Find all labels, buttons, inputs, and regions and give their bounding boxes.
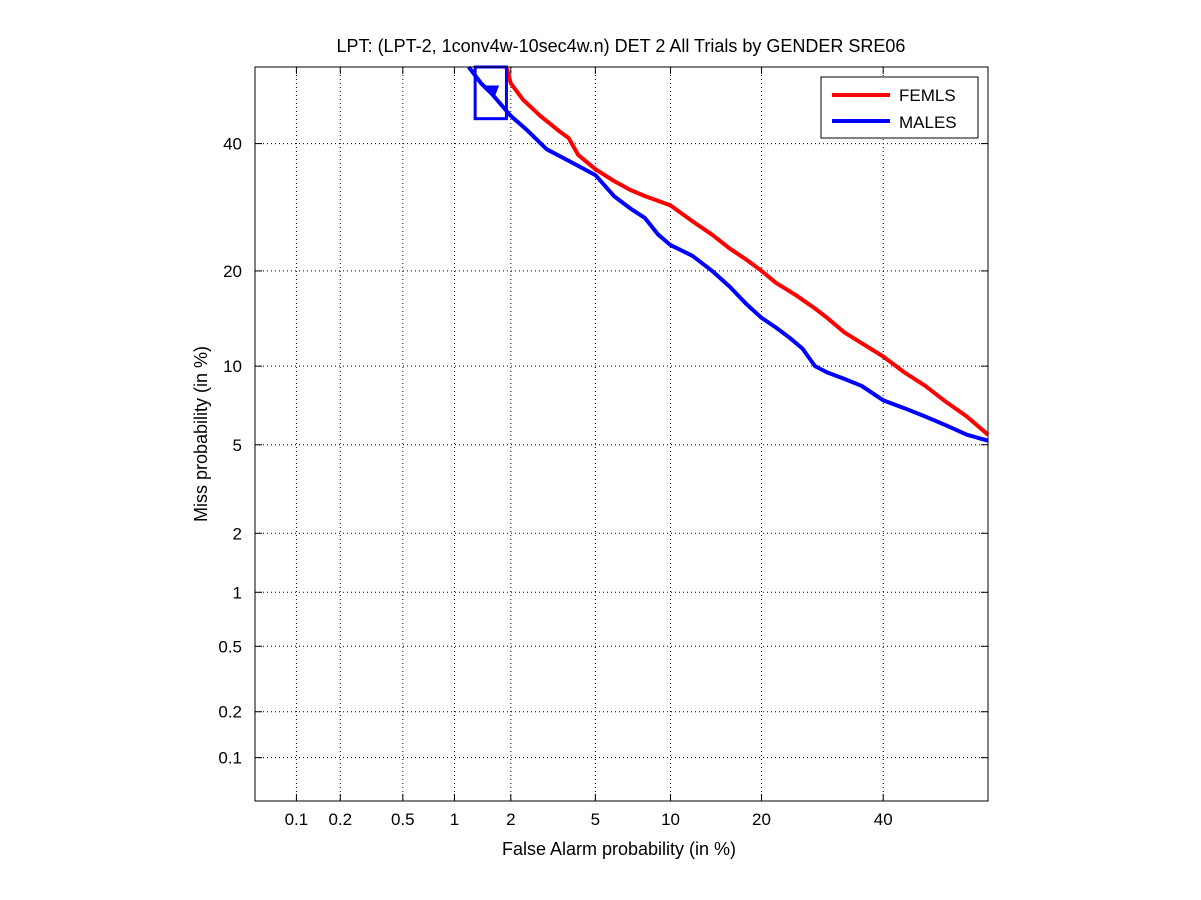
- legend-label-males: MALES: [899, 113, 957, 132]
- y-tick-label: 2: [233, 524, 242, 543]
- x-tick-label: 0.5: [391, 810, 415, 829]
- y-tick-label: 10: [223, 357, 242, 376]
- x-tick-label: 0.1: [285, 810, 309, 829]
- x-tick-label: 20: [752, 810, 771, 829]
- x-tick-label: 1: [450, 810, 459, 829]
- series-line-males: [467, 65, 989, 443]
- plot-area: [254, 65, 990, 802]
- y-tick-label: 0.2: [218, 703, 242, 722]
- chart-title: LPT: (LPT-2, 1conv4w-10sec4w.n) DET 2 Al…: [337, 36, 906, 56]
- x-tick-label: 5: [591, 810, 600, 829]
- x-tick-label: 40: [874, 810, 893, 829]
- y-tick-label: 20: [223, 262, 242, 281]
- x-axis-label: False Alarm probability (in %): [502, 839, 736, 859]
- y-tick-label: 0.5: [218, 637, 242, 656]
- y-tick-label: 1: [233, 583, 242, 602]
- plot-background: [255, 67, 988, 801]
- legend: FEMLS MALES: [820, 76, 979, 139]
- legend-box: [820, 76, 979, 139]
- x-tick-label: 2: [506, 810, 515, 829]
- operating-point-marker: [485, 85, 500, 99]
- x-tick-label: 0.2: [328, 810, 352, 829]
- y-tick-labels: 0.1 0.2 0.5 1 2 5 10 20 40: [218, 135, 242, 768]
- series-layer: [467, 65, 990, 443]
- x-tick-labels: 0.1 0.2 0.5 1 2 5 10 20 40: [285, 810, 893, 829]
- legend-label-femls: FEMLS: [899, 86, 956, 105]
- y-tick-label: 5: [233, 436, 242, 455]
- y-tick-label: 0.1: [218, 749, 242, 768]
- y-axis-label: Miss probability (in %): [191, 346, 211, 522]
- y-tick-label: 40: [223, 135, 242, 154]
- x-tick-label: 10: [661, 810, 680, 829]
- plot-frame: [254, 66, 989, 802]
- series-line-femls: [504, 66, 990, 437]
- tick-marks: [255, 67, 988, 801]
